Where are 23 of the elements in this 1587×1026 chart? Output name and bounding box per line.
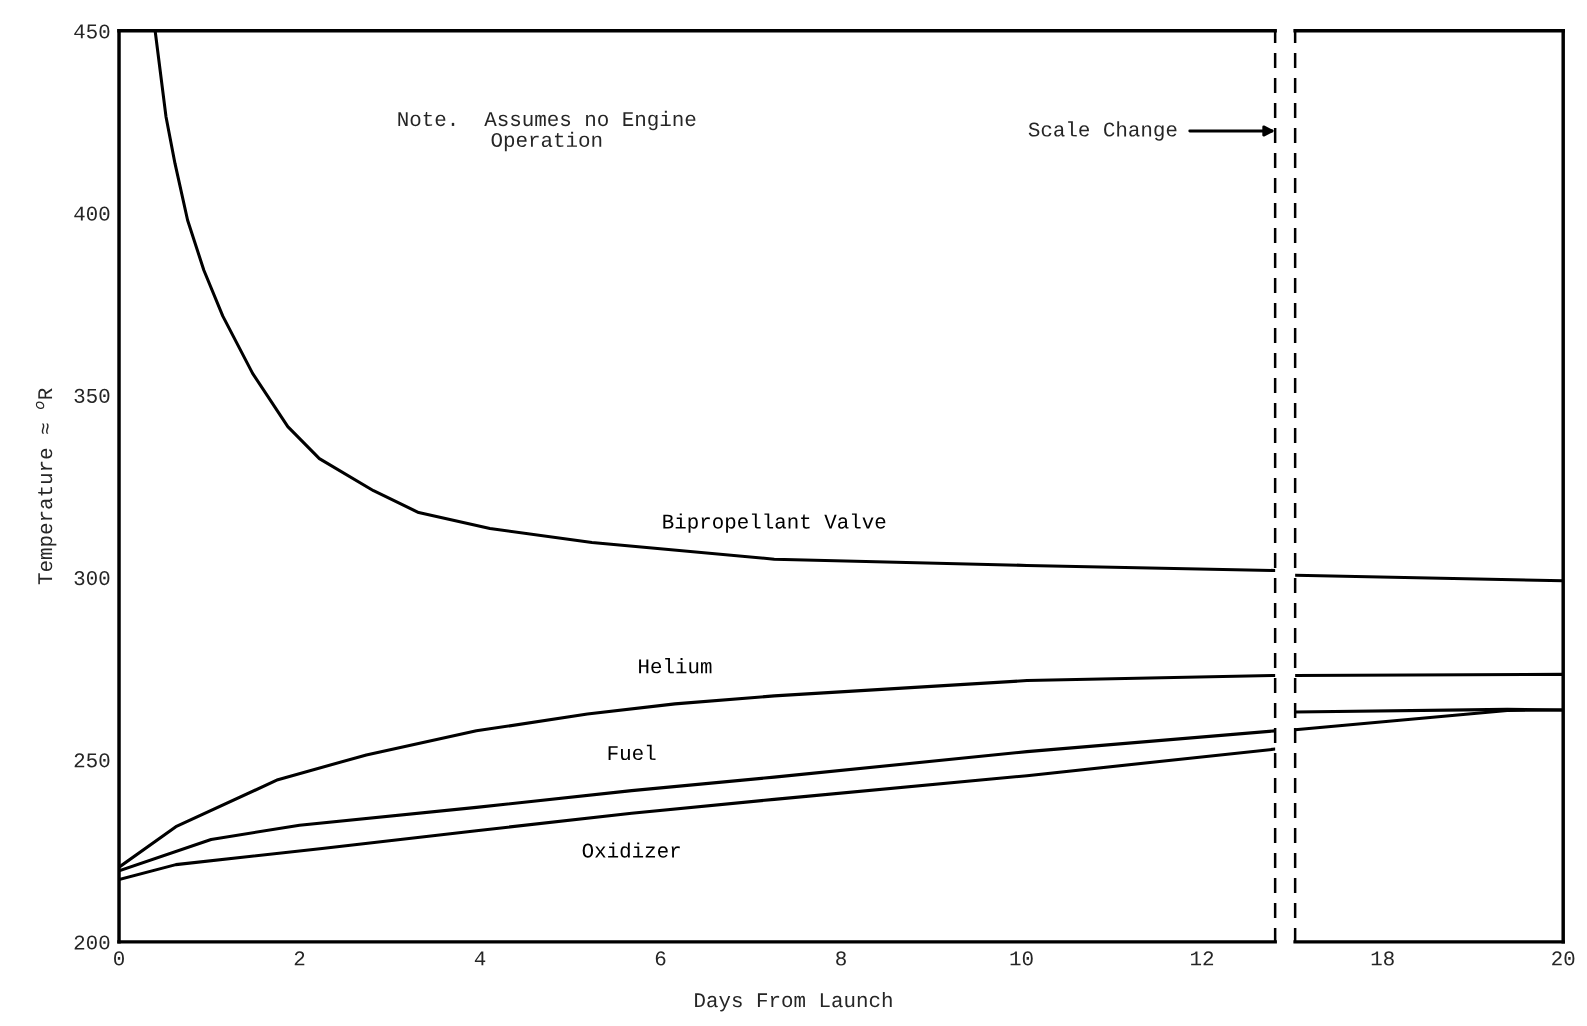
y-tick-label: 450 xyxy=(74,24,110,39)
x-tick-label: 2 xyxy=(294,951,305,966)
x-tick-label: 4 xyxy=(474,951,486,966)
x-tick-label: 12 xyxy=(1191,951,1214,966)
series-label: Fuel xyxy=(608,744,656,761)
y-axis-title: Temperature ≈ $^{o}$R xyxy=(35,388,57,585)
series-label: Bipropellant Valve xyxy=(663,513,886,533)
x-tick-label: 20 xyxy=(1552,951,1575,966)
y-tick-label: 350 xyxy=(74,388,110,403)
y-tick-label: 250 xyxy=(74,753,110,768)
x-tick-label: 18 xyxy=(1371,951,1394,966)
annotation: Note. Assumes no Engine Operation xyxy=(398,110,696,152)
x-tick-label: 6 xyxy=(655,951,666,966)
x-tick-label: 8 xyxy=(836,951,846,966)
x-tick-label: 10 xyxy=(1010,951,1033,966)
x-axis-title: Days From Launch xyxy=(695,991,892,1012)
series-label: Helium xyxy=(639,658,712,674)
series-label: Oxidizer xyxy=(582,842,680,858)
annotation: Scale Change xyxy=(1028,121,1177,141)
y-tick-label: 300 xyxy=(74,571,110,586)
y-tick-label: 200 xyxy=(74,935,110,950)
x-tick-label: 0 xyxy=(114,951,124,966)
y-tick-label: 400 xyxy=(74,206,110,221)
